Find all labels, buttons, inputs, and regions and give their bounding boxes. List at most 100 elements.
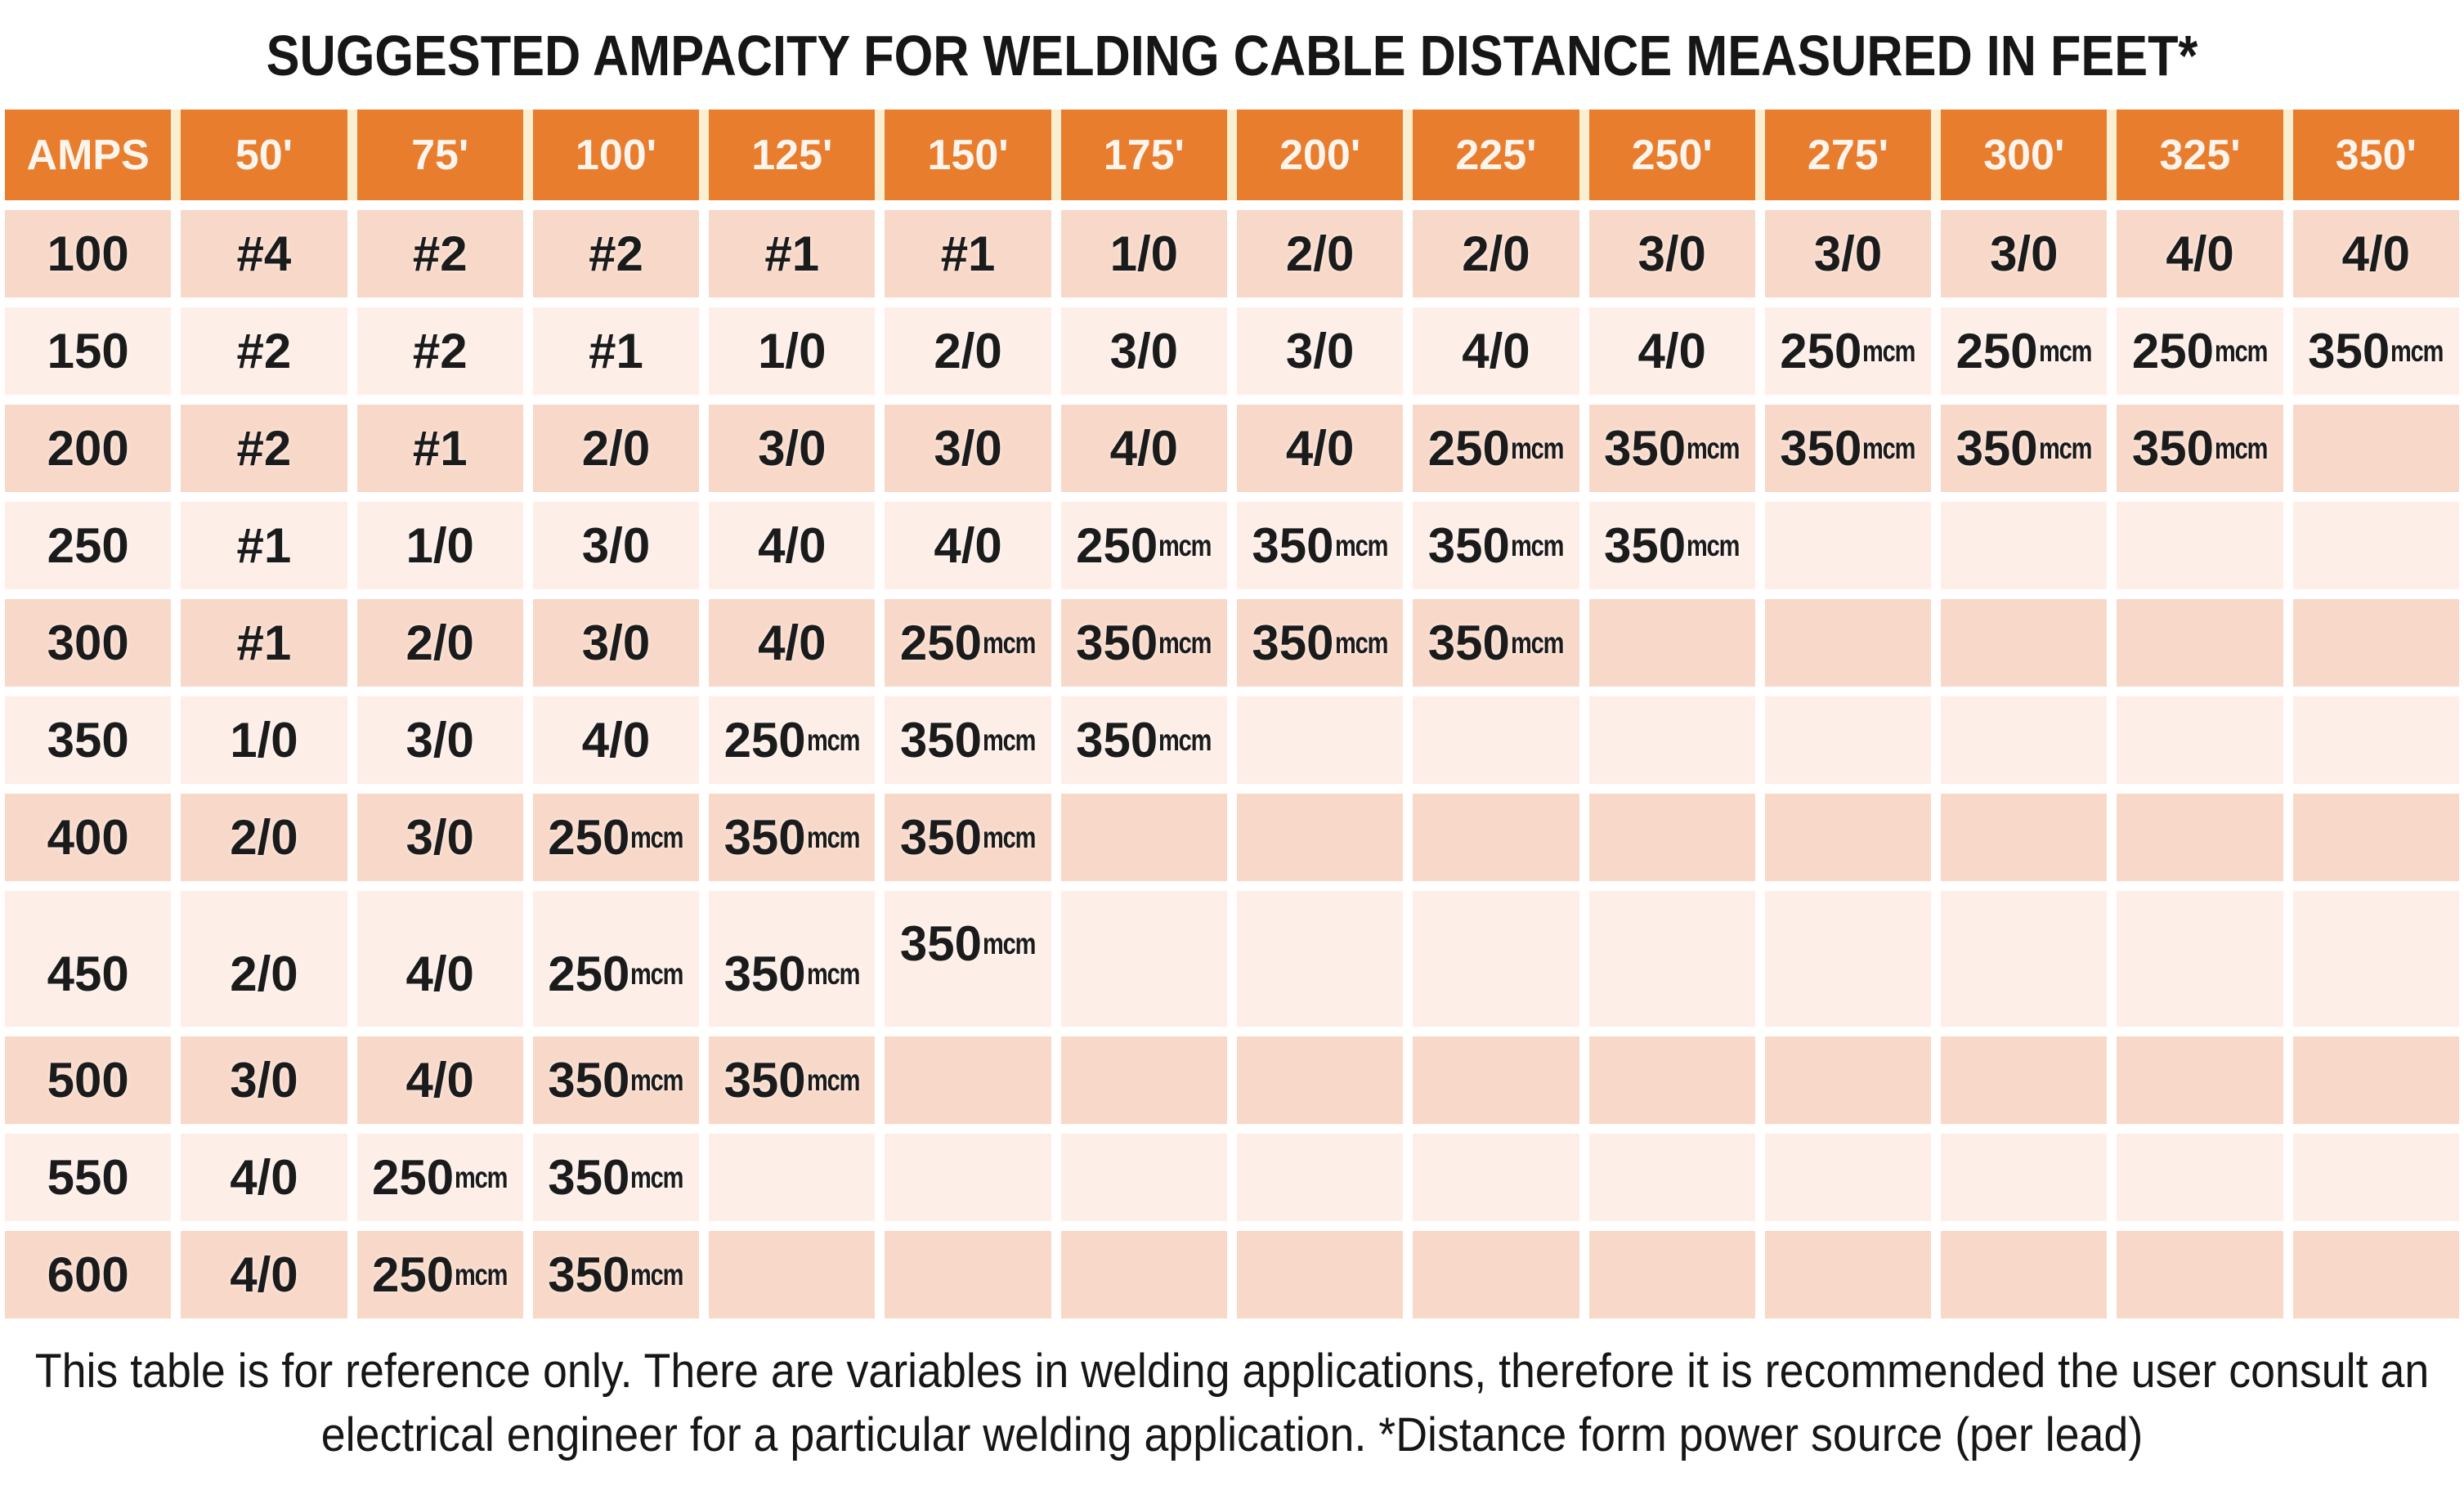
cell-value: 350 (548, 1150, 630, 1205)
cell-150-150ft: 2/0 (885, 307, 1051, 395)
cell-350-275ft (1764, 696, 1932, 784)
cell-500-150ft (885, 1036, 1051, 1124)
cell-500-200ft (1237, 1036, 1404, 1124)
cell-value: 350 (1076, 615, 1158, 670)
cell-200-150ft: 3/0 (885, 405, 1051, 492)
cell-350-225ft (1413, 696, 1579, 784)
cell-value: 350 (899, 915, 982, 971)
cell-300-225ft: 350 mcm (1413, 599, 1579, 687)
cell-300-325ft (2117, 599, 2283, 687)
cell-value: 350 (899, 810, 982, 865)
cell-value: 350 (1427, 615, 1510, 670)
cell-500-175ft (1060, 1036, 1227, 1124)
cell-250-250ft: 350 mcm (1588, 502, 1755, 589)
cell-400-50ft: 2/0 (181, 794, 347, 881)
cell-200-200ft: 4/0 (1237, 405, 1404, 492)
cell-600-225ft (1413, 1231, 1579, 1318)
unit-suffix-mcm: mcm (2390, 333, 2444, 368)
cell-350-300ft (1941, 696, 2108, 784)
cell-400-325ft (2117, 794, 2283, 881)
unit-suffix-mcm: mcm (982, 820, 1036, 854)
cell-value: 250 (371, 1150, 455, 1205)
cell-150-175ft: 3/0 (1060, 307, 1227, 395)
cell-600-150ft (885, 1231, 1051, 1318)
cell-550-150ft (885, 1134, 1051, 1221)
cell-600-75ft: 250 mcm (356, 1231, 523, 1318)
cell-500-50ft: 3/0 (181, 1036, 347, 1124)
unit-suffix-mcm: mcm (1510, 625, 1564, 660)
cell-250-125ft: 4/0 (709, 502, 876, 589)
row-label-250: 250 (5, 502, 172, 589)
cell-100-75ft: #2 (356, 210, 523, 298)
cell-value: 350 (724, 946, 806, 1001)
cell-150-75ft: #2 (356, 307, 523, 395)
unit-suffix-mcm: mcm (630, 1257, 683, 1291)
cell-550-350ft (2292, 1134, 2459, 1221)
row-label-500: 500 (5, 1036, 172, 1124)
cell-value: 350 (1780, 421, 1862, 476)
cell-300-100ft: 3/0 (532, 599, 700, 687)
cell-600-200ft (1237, 1231, 1404, 1318)
cell-150-200ft: 3/0 (1237, 307, 1404, 395)
cell-500-125ft: 350 mcm (709, 1036, 876, 1124)
cell-400-75ft: 3/0 (356, 794, 523, 881)
cell-400-200ft (1237, 794, 1404, 881)
cell-550-325ft (2117, 1134, 2283, 1221)
cell-450-350ft (2292, 891, 2459, 1027)
unit-suffix-mcm: mcm (2214, 431, 2268, 465)
unit-suffix-mcm: mcm (806, 1063, 860, 1097)
unit-suffix-mcm: mcm (982, 925, 1036, 960)
cell-150-100ft: #1 (532, 307, 700, 395)
cell-200-250ft: 350 mcm (1588, 405, 1755, 492)
cell-600-300ft (1941, 1231, 2108, 1318)
cell-350-175ft: 350 mcm (1060, 696, 1227, 784)
cell-value: 350 (724, 1053, 806, 1108)
cell-600-100ft: 350 mcm (532, 1231, 700, 1318)
cell-450-175ft (1060, 891, 1227, 1027)
cell-450-150ft: 350 mcm (885, 891, 1051, 1027)
cell-250-100ft: 3/0 (532, 502, 700, 589)
cell-500-75ft: 4/0 (356, 1036, 523, 1124)
cell-550-100ft: 350 mcm (532, 1134, 700, 1221)
cell-400-125ft: 350 mcm (709, 794, 876, 881)
cell-200-50ft: #2 (181, 405, 347, 492)
column-header-125ft: 125' (709, 110, 876, 200)
column-header-50ft: 50' (181, 110, 347, 200)
cell-600-275ft (1764, 1231, 1932, 1318)
cell-100-275ft: 3/0 (1764, 210, 1932, 298)
cell-300-250ft (1588, 599, 1755, 687)
cell-300-175ft: 350 mcm (1060, 599, 1227, 687)
row-label-550: 550 (5, 1134, 172, 1221)
cell-450-325ft (2117, 891, 2283, 1027)
cell-300-200ft: 350 mcm (1237, 599, 1404, 687)
cell-value: 350 (1956, 421, 2038, 476)
cell-value: 250 (1780, 324, 1862, 378)
unit-suffix-mcm: mcm (1687, 528, 1740, 562)
cell-450-250ft (1588, 891, 1755, 1027)
cell-200-175ft: 4/0 (1060, 405, 1227, 492)
cell-value: 250 (1076, 518, 1158, 573)
cell-500-225ft (1413, 1036, 1579, 1124)
unit-suffix-mcm: mcm (2214, 333, 2268, 368)
cell-250-50ft: #1 (181, 502, 347, 589)
cell-450-300ft (1941, 891, 2108, 1027)
cell-400-225ft (1413, 794, 1579, 881)
cell-350-100ft: 4/0 (532, 696, 700, 784)
cell-400-175ft (1060, 794, 1227, 881)
unit-suffix-mcm: mcm (806, 820, 860, 854)
unit-suffix-mcm: mcm (806, 723, 860, 757)
cell-500-300ft (1941, 1036, 2108, 1124)
column-header-150ft: 150' (885, 110, 1051, 200)
cell-350-75ft: 3/0 (356, 696, 523, 784)
cell-200-75ft: #1 (356, 405, 523, 492)
cell-450-125ft: 350 mcm (709, 891, 876, 1027)
cell-value: 350 (548, 1247, 630, 1302)
cell-100-175ft: 1/0 (1060, 210, 1227, 298)
cell-100-50ft: #4 (181, 210, 347, 298)
cell-550-75ft: 250 mcm (356, 1134, 523, 1221)
cell-value: 350 (1076, 713, 1158, 768)
unit-suffix-mcm: mcm (630, 956, 683, 991)
cell-value: 250 (548, 946, 630, 1001)
column-header-100ft: 100' (532, 110, 700, 200)
cell-value: 250 (548, 810, 630, 865)
